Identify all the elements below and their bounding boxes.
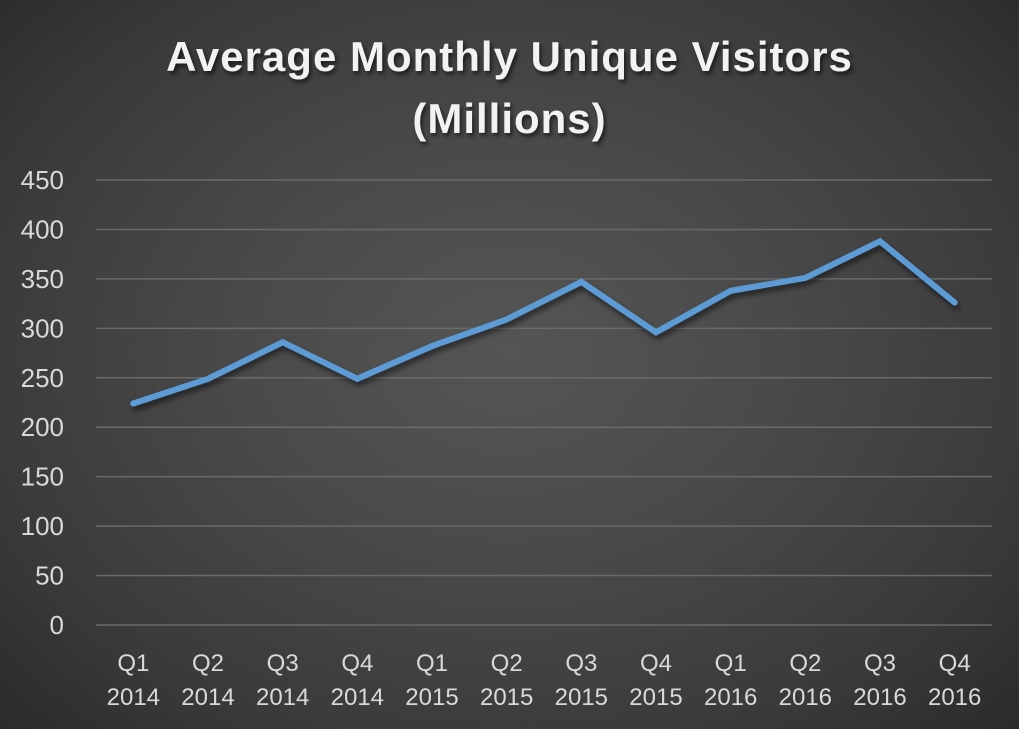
y-tick-label: 400 bbox=[21, 214, 64, 244]
data-series-line bbox=[130, 237, 958, 407]
x-tick-label: Q4 2016 bbox=[928, 650, 981, 711]
x-tick-label: Q3 2014 bbox=[256, 650, 309, 711]
y-tick-label: 100 bbox=[21, 511, 64, 541]
y-tick-label: 150 bbox=[21, 462, 64, 492]
y-tick-label: 200 bbox=[21, 412, 64, 442]
y-tick-label: 300 bbox=[21, 313, 64, 343]
x-tick-label: Q1 2014 bbox=[107, 650, 160, 711]
x-axis-tick-labels: Q1 2014 Q2 2014 Q3 2014 Q4 2014 Q1 2015 Q2 2015 Q3 20… bbox=[107, 650, 982, 711]
x-tick-label: Q2 2015 bbox=[480, 650, 533, 711]
x-tick-label: Q1 2015 bbox=[405, 650, 458, 711]
x-tick-label: Q1 2016 bbox=[704, 650, 757, 711]
x-tick-label: Q4 2014 bbox=[331, 650, 384, 711]
x-tick-label: Q2 2016 bbox=[779, 650, 832, 711]
chart-title-line-1: Average Monthly Unique Visitors bbox=[166, 33, 853, 80]
gridlines bbox=[96, 179, 992, 626]
x-tick-label: Q3 2016 bbox=[853, 650, 906, 711]
y-tick-label: 250 bbox=[21, 363, 64, 393]
x-tick-label: Q2 2014 bbox=[181, 650, 234, 711]
y-axis-tick-labels: 0 50 100 150 200 250 300 350 400 450 bbox=[21, 165, 64, 640]
y-tick-label: 450 bbox=[21, 165, 64, 195]
x-tick-label: Q4 2015 bbox=[629, 650, 682, 711]
x-tick-label: Q3 2015 bbox=[555, 650, 608, 711]
y-tick-label: 50 bbox=[35, 561, 64, 591]
chart-title-line-2: (Millions) bbox=[412, 95, 607, 142]
y-tick-label: 0 bbox=[50, 610, 64, 640]
chart-title: Average Monthly Unique Visitors (Million… bbox=[0, 26, 1019, 150]
y-tick-label: 350 bbox=[21, 264, 64, 294]
